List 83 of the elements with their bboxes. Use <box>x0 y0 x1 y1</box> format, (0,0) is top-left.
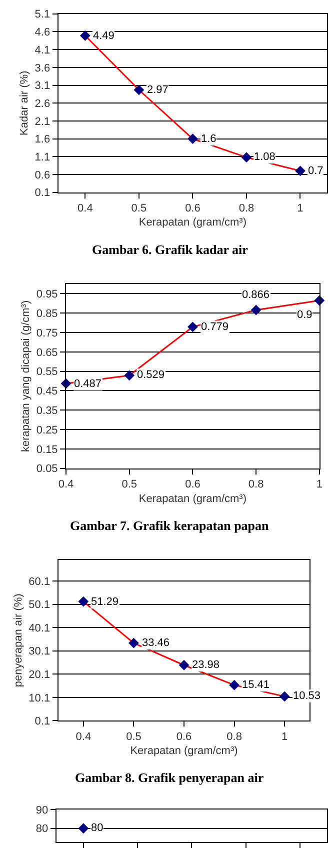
text: Gambar 6. Grafik kadar air <box>92 242 248 257</box>
data-label: 0.487 <box>74 378 102 390</box>
y-tick-label: 0.35 <box>36 404 58 417</box>
y-tick-label: 30.1 <box>28 646 50 658</box>
x-tick-label: 0.4 <box>58 478 74 491</box>
data-label: 10.53 <box>293 690 321 702</box>
x-tick-label: 0.4 <box>76 730 92 743</box>
y-tick-label: 0.85 <box>36 308 58 320</box>
y-tick-label: 0.55 <box>36 366 58 378</box>
y-axis-title: kerapatan yang dicapai (g/cm³) <box>20 300 32 452</box>
x-tick-label: 0.5 <box>122 478 138 491</box>
text: Gambar 7. Grafik kerapatan papan <box>70 518 270 533</box>
x-tick-label: 0.8 <box>238 202 254 215</box>
data-label: 2.97 <box>147 84 168 96</box>
y-tick-label: 3.1 <box>34 80 50 92</box>
x-tick-label: 1 <box>316 478 322 491</box>
y-tick-label: 5.1 <box>34 8 50 21</box>
y-tick-label: 0.25 <box>36 424 58 436</box>
y-tick-label: 0.45 <box>36 386 58 398</box>
data-label: 0.9 <box>297 309 312 321</box>
data-label: 4.49 <box>93 30 114 42</box>
x-tick-label: 0.8 <box>248 478 264 491</box>
point <box>229 680 240 690</box>
point <box>78 596 89 607</box>
point <box>128 638 139 648</box>
x-tick-label: 1 <box>297 202 304 215</box>
x-tick-label: 0.6 <box>185 202 200 215</box>
y-tick-label: 4.6 <box>34 26 50 39</box>
x-axis-title: Kerapatan (gram/cm³) <box>130 745 238 758</box>
point <box>124 370 135 381</box>
y-tick-label: 1.1 <box>34 151 50 164</box>
data-label: 23.98 <box>192 659 220 671</box>
x-tick-label: 0.4 <box>78 202 93 215</box>
y-tick-label: 0.15 <box>36 444 58 456</box>
y-tick-label: 1.6 <box>34 134 50 146</box>
y-tick-label: 2.1 <box>34 116 50 128</box>
point <box>279 691 290 702</box>
point <box>188 134 198 144</box>
point <box>188 322 198 332</box>
y-tick-label: 50.1 <box>28 599 50 612</box>
y-tick-label: 90 <box>36 804 48 816</box>
point <box>295 166 306 176</box>
y-tick-label: 80 <box>36 823 48 836</box>
point <box>178 660 190 670</box>
point <box>80 30 90 41</box>
x-tick-label: 1 <box>282 730 288 743</box>
x-tick-label: 0.8 <box>226 730 242 743</box>
y-tick-label: 0.6 <box>34 169 50 182</box>
text: Gambar 8. Grafik penyerapan air <box>75 770 264 785</box>
y-tick-label: 0.65 <box>36 346 58 359</box>
data-label: 0.866 <box>242 289 270 301</box>
data-label: 1.08 <box>254 151 276 163</box>
y-tick-label: 0.05 <box>36 463 58 476</box>
y-tick-label: 60.1 <box>28 576 50 588</box>
x-tick-label: 0.5 <box>131 202 147 215</box>
x-tick-label: 0.6 <box>185 478 200 491</box>
y-tick-label: 40.1 <box>28 622 50 634</box>
x-tick-label: 0.5 <box>126 730 142 743</box>
data-label: 33.46 <box>142 637 170 649</box>
y-tick-label: 4.1 <box>34 44 50 56</box>
y-tick-label: 0.75 <box>36 327 58 340</box>
y-tick-label: 3.6 <box>34 62 50 74</box>
point <box>241 152 252 163</box>
x-axis-title: Kerapatan (gram/cm³) <box>138 492 247 505</box>
y-tick-label: 0.95 <box>36 288 58 301</box>
y-tick-label: 0.1 <box>34 187 50 200</box>
data-label: 80 <box>91 822 104 834</box>
y-axis-title: Kadar air (%) <box>18 70 30 136</box>
y-axis-title: penyerapan air (%) <box>12 594 24 688</box>
y-tick-label: 20.1 <box>28 669 50 682</box>
data-label: 15.41 <box>242 679 270 691</box>
data-label: 51.29 <box>91 596 119 608</box>
point <box>134 84 144 96</box>
x-axis-title: Kerapatan (gram/cm³) <box>138 216 247 229</box>
data-label: 0.7 <box>308 165 324 177</box>
y-tick-label: 10.1 <box>28 692 50 704</box>
x-tick-label: 0.6 <box>176 730 192 743</box>
y-tick-label: 0.1 <box>34 716 50 728</box>
data-label: 0.779 <box>201 321 229 333</box>
y-tick-label: 2.6 <box>34 98 50 110</box>
point <box>250 304 262 316</box>
data-label: 1.6 <box>201 133 216 145</box>
data-label: 0.529 <box>137 369 165 381</box>
